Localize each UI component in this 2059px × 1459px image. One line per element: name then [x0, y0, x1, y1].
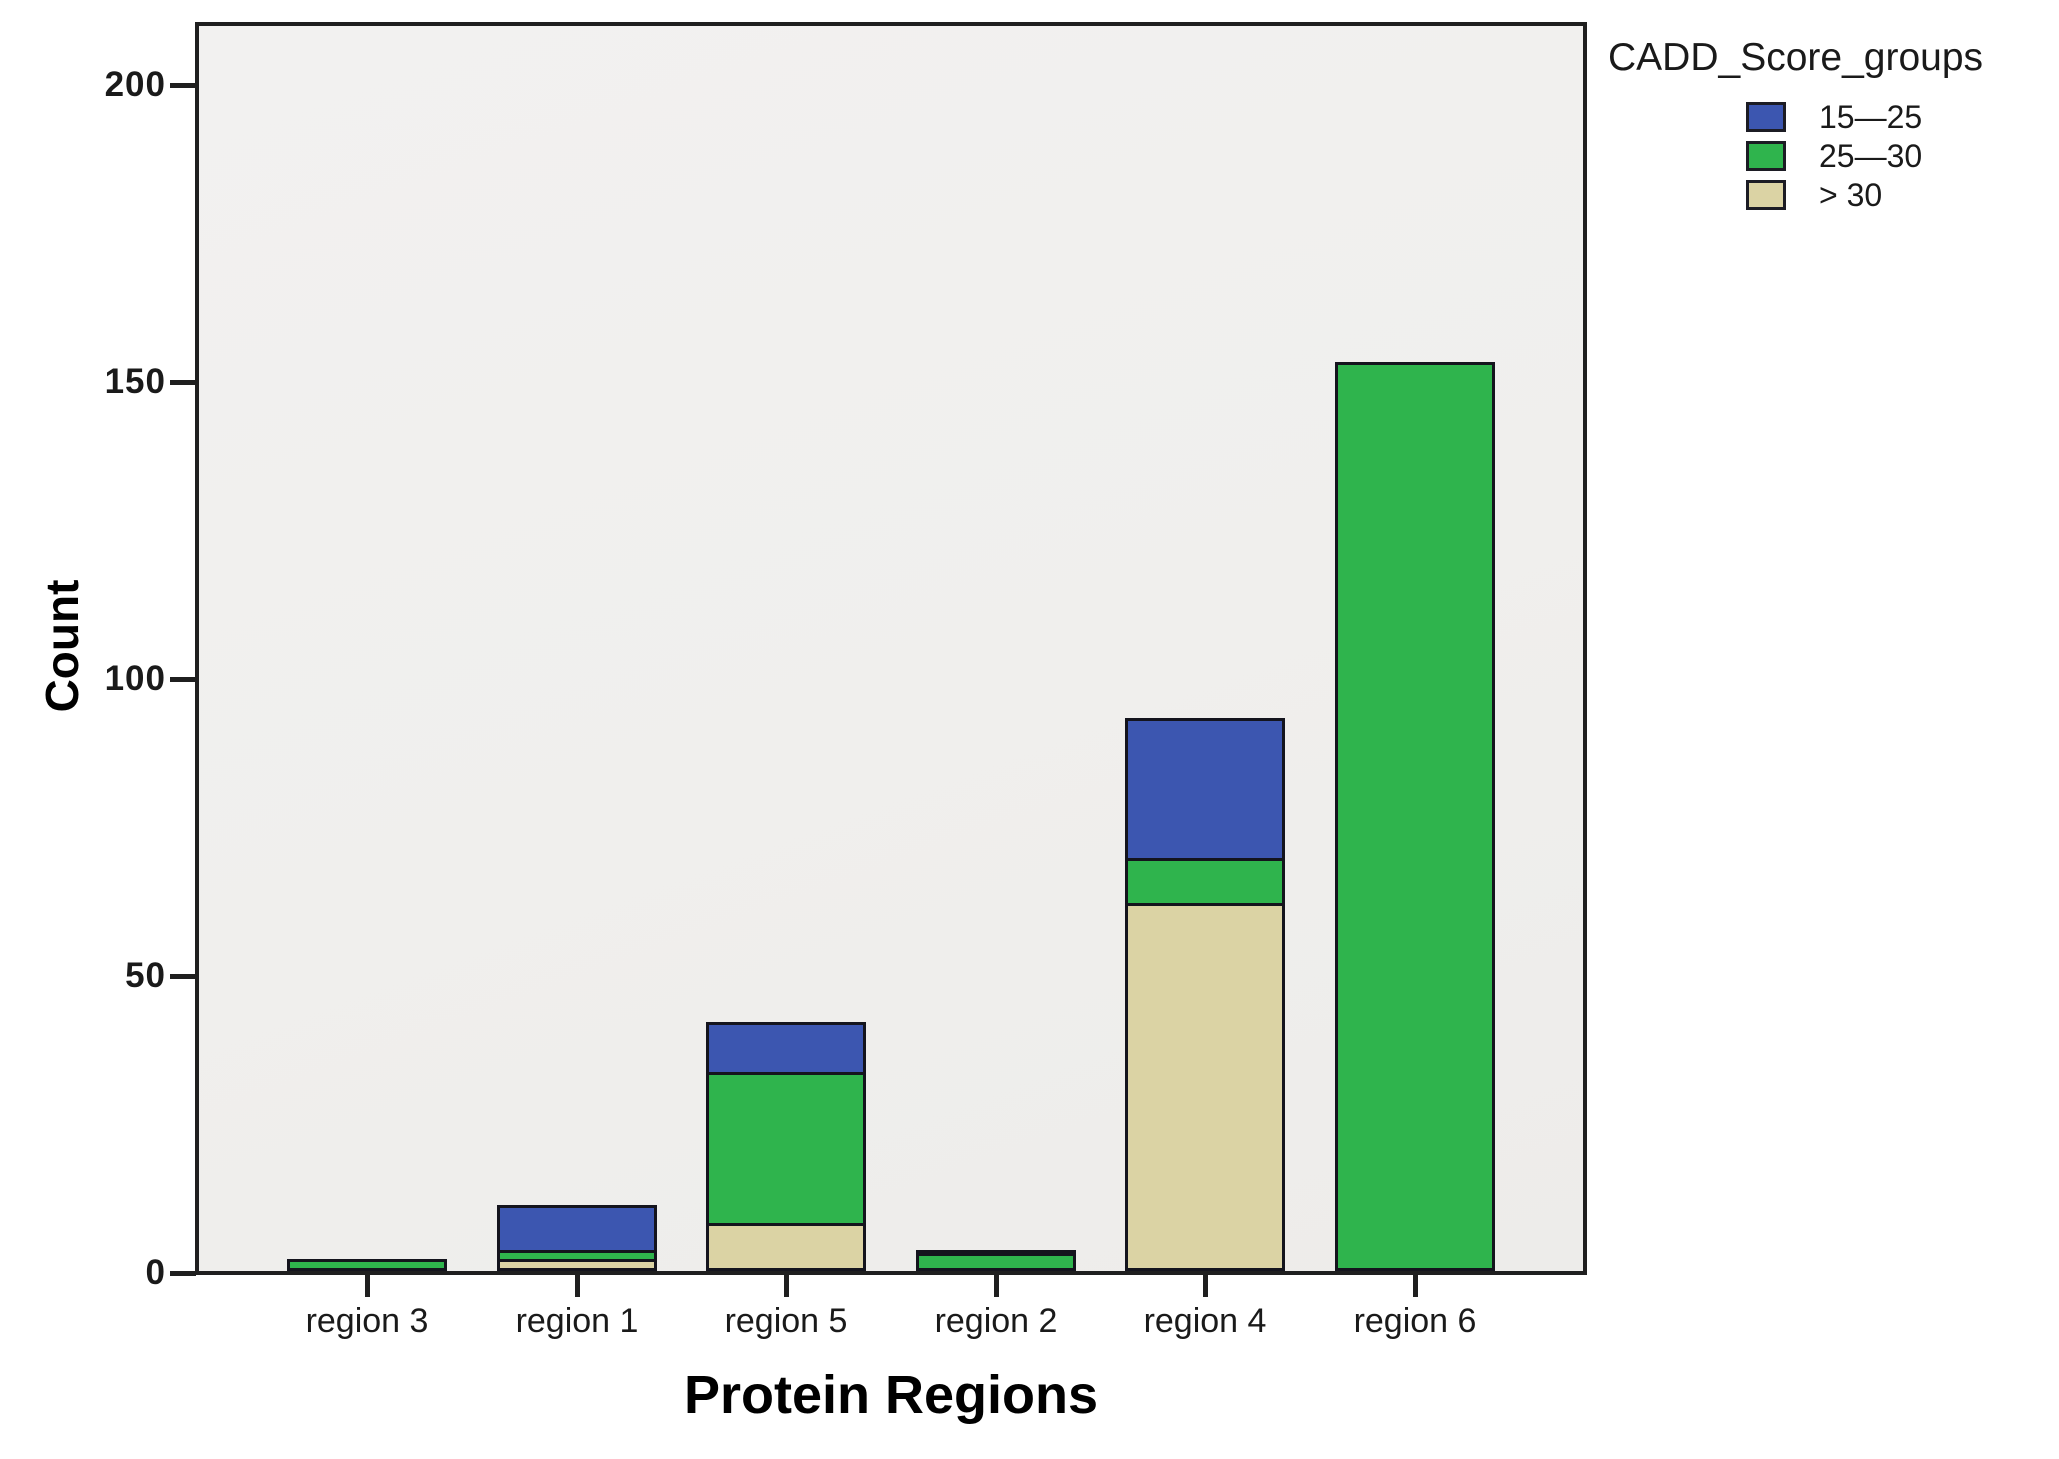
bar-segment-25—30 [1125, 858, 1285, 906]
x-tick-label-region-5: region 5 [724, 1302, 848, 1340]
y-tick-mark [170, 676, 196, 682]
legend-item: > 30 [1746, 177, 2053, 213]
y-tick-mark [170, 379, 196, 385]
bar-region-2 [916, 1250, 1076, 1271]
x-tick-label-region-1: region 1 [515, 1302, 639, 1340]
bar-region-4 [1125, 718, 1285, 1271]
legend-title: CADD_Score_groups [1608, 36, 1984, 79]
x-tick-mark [1203, 1275, 1208, 1297]
legend-swatch [1746, 102, 1786, 132]
bar-region-5 [706, 1022, 866, 1271]
bar-segment-25—30 [287, 1259, 447, 1271]
y-axis-label: Count [36, 579, 88, 713]
y-tick-label: 150 [104, 362, 166, 401]
x-tick-mark [365, 1275, 370, 1297]
y-tick-label: 0 [145, 1253, 166, 1292]
x-axis-title: Protein Regions [683, 1365, 1099, 1425]
bar-segment-25—30 [1335, 362, 1495, 1271]
x-tick-mark [784, 1275, 789, 1297]
bar-region-3 [287, 1259, 447, 1271]
legend: CADD_Score_groups 15—25 25—30 > 30 [1608, 36, 2053, 219]
legend-item: 25—30 [1746, 138, 2053, 174]
bar-region-1 [497, 1205, 657, 1271]
x-tick-mark [994, 1275, 999, 1297]
y-tick-mark [170, 82, 196, 88]
x-tick-mark [575, 1275, 580, 1297]
x-tick-mark [1413, 1275, 1418, 1297]
legend-item: 15—25 [1746, 99, 2053, 135]
x-tick-label-region-4: region 4 [1143, 1302, 1267, 1340]
legend-item-label: > 30 [1819, 177, 1883, 213]
x-tick-label-region-6: region 6 [1353, 1302, 1477, 1340]
bar-region-6 [1335, 362, 1495, 1271]
bar-segment->30 [706, 1223, 866, 1271]
y-tick-label: 50 [125, 956, 166, 995]
y-tick-mark [170, 973, 196, 979]
bar-segment-15—25 [1125, 718, 1285, 861]
legend-item-label: 25—30 [1819, 138, 1923, 174]
bar-segment->30 [497, 1259, 657, 1271]
legend-swatch [1746, 180, 1786, 210]
y-tick-label: 200 [104, 65, 166, 104]
legend-item-label: 15—25 [1819, 99, 1923, 135]
bar-segment-15—25 [497, 1205, 657, 1253]
bar-segment-25—30 [916, 1253, 1076, 1271]
x-tick-label-region-2: region 2 [934, 1302, 1058, 1340]
y-tick-mark [170, 1270, 196, 1276]
legend-items: 15—25 25—30 > 30 [1608, 99, 2053, 213]
bar-segment-25—30 [706, 1072, 866, 1226]
x-tick-label-region-3: region 3 [305, 1302, 429, 1340]
bar-segment->30 [1125, 903, 1285, 1271]
legend-swatch [1746, 141, 1786, 171]
bar-segment-15—25 [706, 1022, 866, 1075]
y-tick-label: 100 [104, 659, 166, 698]
plot-area [195, 22, 1587, 1275]
